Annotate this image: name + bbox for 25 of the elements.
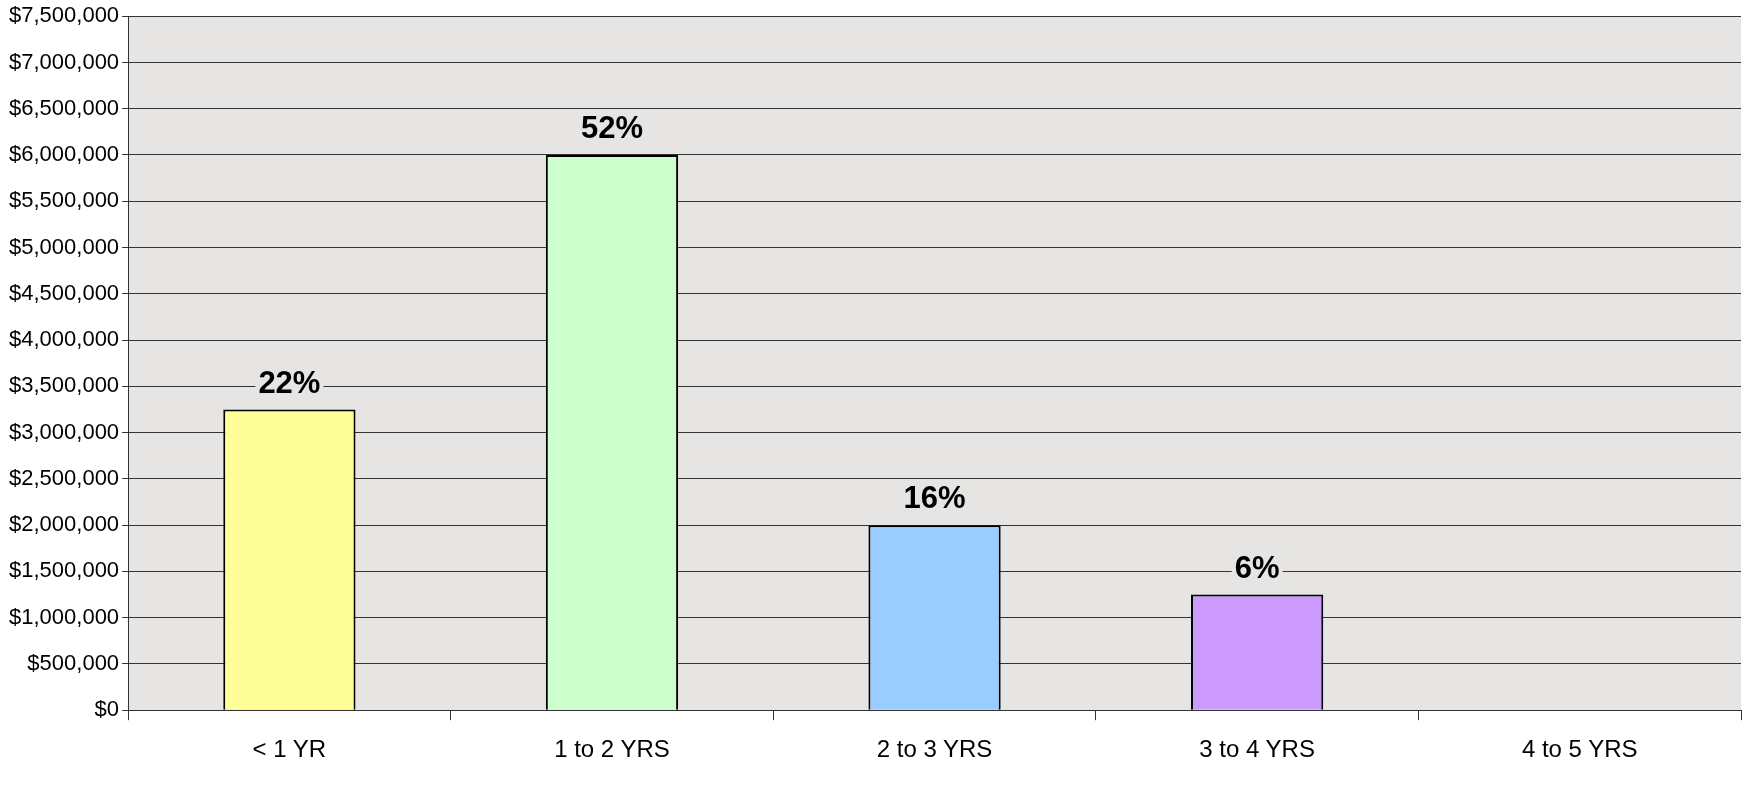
y-tick-label: $2,000,000: [9, 511, 120, 537]
y-tick-label: $7,000,000: [9, 48, 120, 74]
y-tick-label: $3,000,000: [9, 418, 120, 444]
x-tick-label: 1 to 2 YRS: [554, 735, 670, 763]
y-tick-label: $2,500,000: [9, 464, 120, 490]
y-tick-label: $1,000,000: [9, 603, 120, 629]
x-tick-label: 2 to 3 YRS: [876, 735, 993, 763]
annotation: 52%: [580, 110, 643, 146]
y-tick-label: $7,500,000: [9, 2, 120, 28]
x-tick-label: < 1 YR: [252, 735, 327, 763]
y-tick-label: $4,500,000: [9, 279, 120, 305]
y-tick-label: $0: [94, 696, 120, 722]
y-tick-label: $6,000,000: [9, 141, 120, 167]
y-tick-label: $3,500,000: [9, 372, 120, 398]
y-tick-label: $1,500,000: [9, 557, 120, 583]
x-tick-label: 4 to 5 YRS: [1521, 735, 1638, 763]
y-tick-label: $5,000,000: [9, 233, 120, 259]
y-tick-label: $6,500,000: [9, 94, 120, 120]
y-tick-label: $5,500,000: [9, 187, 120, 213]
annotation: 22%: [258, 364, 321, 400]
y-tick-label: $4,000,000: [9, 326, 120, 352]
y-tick-label: $500,000: [27, 650, 120, 675]
x-tick-label: 3 to 4 YRS: [1199, 735, 1315, 763]
annotation: 6%: [1234, 549, 1280, 585]
annotation: 16%: [903, 480, 966, 516]
